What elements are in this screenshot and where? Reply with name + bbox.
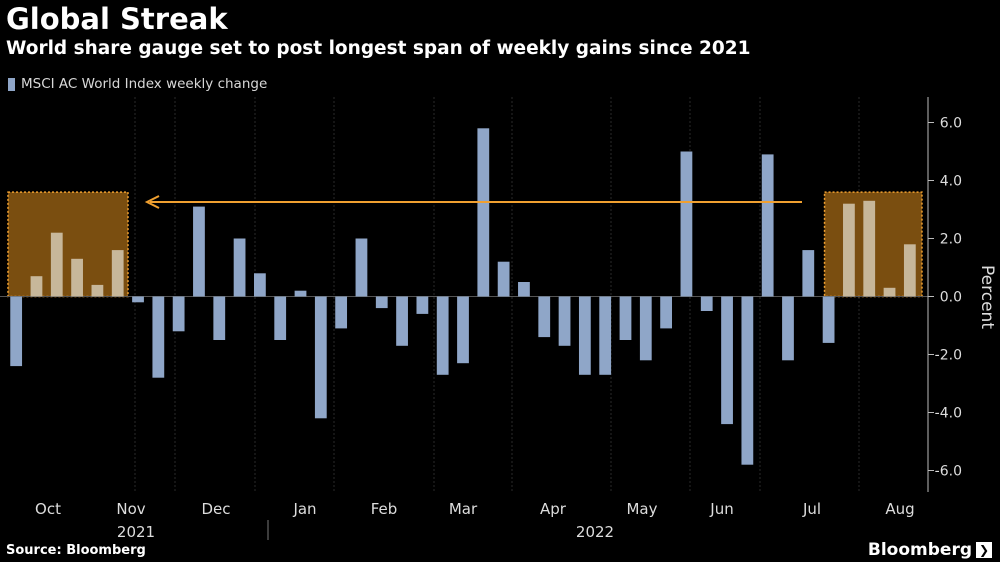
chart-subtitle: World share gauge set to post longest sp… — [6, 38, 751, 59]
bar — [538, 296, 551, 338]
bar — [782, 296, 794, 361]
bar — [111, 250, 124, 297]
brand-name: Bloomberg — [867, 540, 972, 560]
chart-title: Global Streak — [6, 2, 228, 36]
legend-swatch — [8, 77, 15, 91]
x-tick-label: Apr — [540, 500, 567, 518]
bar — [721, 296, 733, 425]
bar — [193, 206, 205, 297]
bar — [233, 238, 246, 297]
bar — [50, 232, 63, 297]
bar — [518, 282, 530, 297]
arrow-head-icon — [144, 195, 160, 209]
bar — [578, 296, 591, 375]
bar — [314, 296, 327, 419]
y-tick-label: 0.0 — [940, 290, 962, 306]
bar — [599, 296, 612, 375]
bar — [477, 128, 490, 297]
x-tick-label: Jul — [802, 500, 821, 518]
brand-mark-icon: ❯ — [976, 542, 992, 558]
x-tick-label: Jan — [292, 500, 316, 518]
legend-label: MSCI AC World Index weekly change — [21, 76, 268, 92]
bar — [457, 296, 469, 364]
brand-logo: Bloomberg ❯ — [868, 540, 992, 560]
bar — [294, 290, 307, 297]
bar — [132, 296, 144, 303]
bar — [375, 296, 388, 309]
bar — [903, 244, 916, 297]
bar — [416, 296, 429, 314]
source-note: Source: Bloomberg — [6, 543, 146, 558]
y-tick-label: 4.0 — [940, 174, 962, 190]
legend: MSCI AC World Index weekly change — [8, 76, 267, 92]
bar — [396, 296, 408, 346]
bar — [883, 287, 896, 297]
streak-highlight-box — [7, 191, 129, 298]
x-tick-label: Jun — [709, 500, 733, 518]
bar — [802, 250, 815, 297]
bar — [172, 296, 185, 332]
x-year-label: 2021 — [117, 523, 155, 541]
bar — [700, 296, 713, 311]
x-tick-label: May — [626, 500, 657, 518]
bar — [863, 200, 876, 297]
bar — [497, 261, 510, 297]
bar — [71, 258, 83, 297]
x-tick-label: Mar — [449, 500, 478, 518]
x-tick-label: Aug — [885, 500, 914, 518]
bar — [152, 296, 165, 378]
bar — [843, 203, 855, 297]
bar — [274, 296, 287, 340]
bar — [680, 151, 693, 297]
bar — [30, 276, 43, 297]
x-tick-label: Feb — [371, 500, 398, 518]
x-tick-label: Oct — [35, 500, 61, 518]
bar — [822, 296, 835, 343]
bar — [660, 296, 673, 329]
x-year-label: 2022 — [576, 523, 614, 541]
bar — [619, 296, 632, 340]
y-tick-label: 6.0 — [940, 116, 962, 132]
bar — [558, 296, 571, 346]
bar — [91, 284, 104, 297]
bar — [639, 296, 652, 361]
bar — [335, 296, 348, 329]
bar — [10, 296, 23, 367]
bar — [741, 296, 754, 465]
bar — [213, 296, 226, 340]
x-tick-label: Dec — [201, 500, 230, 518]
bar — [761, 154, 774, 297]
y-tick-label: 2.0 — [940, 232, 962, 248]
bar — [253, 273, 266, 297]
bar — [355, 238, 368, 297]
bar — [436, 296, 449, 375]
y-tick-label: -2.0 — [935, 348, 962, 364]
y-tick-label: -6.0 — [935, 464, 962, 480]
y-axis-label: Percent — [977, 265, 997, 329]
x-tick-label: Nov — [116, 500, 145, 518]
y-tick-label: -4.0 — [935, 406, 962, 422]
